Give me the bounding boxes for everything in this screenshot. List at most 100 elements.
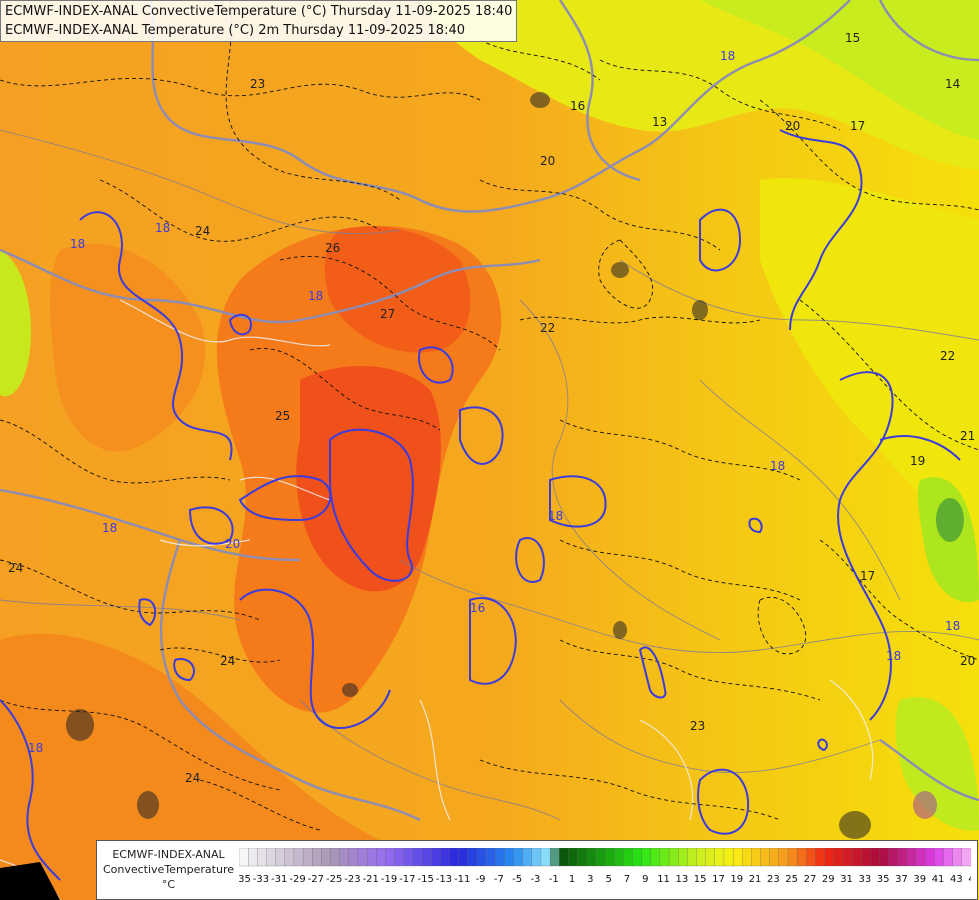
legend-swatch [961,848,971,867]
legend-swatch [312,848,322,867]
legend-swatch [376,848,386,867]
legend-swatch [394,848,405,867]
legend-tick-label: -21 [363,874,379,885]
contour-label: 22 [940,349,955,363]
legend-tick-label: 43 [950,874,963,885]
legend-swatch [476,848,487,867]
legend-swatch [549,848,560,867]
legend-swatch [934,848,945,867]
legend-variable: ConvectiveTemperature [102,863,235,876]
legend-swatch [659,848,670,867]
contour-label-blue: 18 [155,221,170,235]
legend-swatch [485,848,496,867]
legend-tick-label: 27 [804,874,817,885]
legend-swatch [613,848,624,867]
title-convective-temperature: ECMWF-INDEX-ANAL ConvectiveTemperature (… [5,4,513,19]
orange-west [50,243,206,452]
legend-swatch [787,848,798,867]
legend-swatch [623,848,633,867]
legend-swatch [687,848,697,867]
contour-label: 20 [960,654,975,668]
contour-label: 24 [185,771,200,785]
legend-tick-label: -23 [344,874,360,885]
legend-swatch [595,848,606,867]
legend-swatch [870,848,880,867]
contour-label-blue: 18 [308,289,323,303]
contour-label-blue: 18 [548,509,563,523]
orange-southwest [0,633,380,900]
legend-swatch [797,848,807,867]
legend-swatch [751,848,762,867]
legend-swatch [906,848,917,867]
legend-swatch [284,848,295,867]
green-patch-west [0,250,31,397]
legend-swatch [943,848,954,867]
contour-label-blue: 18 [770,459,785,473]
legend-swatch [824,848,835,867]
legend-unit: °C [161,878,176,891]
legend-tick-label: 41 [932,874,945,885]
legend-swatch [925,848,935,867]
contour-label: 13 [652,115,667,129]
legend-swatch [778,848,789,867]
legend-tick-label: -19 [381,874,397,885]
legend-swatch [842,848,853,867]
legend-tick-label: -33 [253,874,269,885]
legend-tick-label: -27 [308,874,324,885]
legend-swatch [815,848,826,867]
legend-swatch [421,848,432,867]
legend-tick-label: 7 [624,874,630,885]
legend-tick-label: -3 [530,874,540,885]
contour-label-blue: 20 [225,537,240,551]
contour-label: 14 [945,77,960,91]
legend-swatch [467,848,478,867]
contour-label: 23 [690,719,705,733]
contour-label: 17 [860,569,875,583]
country-borders [0,0,979,822]
contour-label: 26 [325,241,340,255]
legend-tick-label: 15 [694,874,707,885]
contour-label: 24 [8,561,23,575]
contour-label-blue: 18 [102,521,117,535]
legend-tick-label: -15 [417,874,433,885]
contour-label: 17 [850,119,865,133]
legend-swatch [430,848,441,867]
map-title-box: ECMWF-INDEX-ANAL ConvectiveTemperature (… [0,0,518,42]
legend-tick-label: -11 [454,874,470,885]
contour-label-blue: 16 [470,601,485,615]
legend-swatch [247,848,258,867]
legend-swatch [366,848,377,867]
legend-swatch [632,848,643,867]
legend-swatch [522,848,533,867]
legend-swatch [586,848,597,867]
legend-tick-label: -17 [399,874,415,885]
legend-swatch [357,848,368,867]
legend-swatch [531,848,542,867]
legend-tick-label: -1 [549,874,559,885]
legend-tick-label: 35 [877,874,890,885]
legend-tick-label: -31 [271,874,287,885]
legend-swatch [833,848,844,867]
temperature-contours [0,0,979,831]
legend-swatch [266,848,277,867]
legend-tick-label: 19 [730,874,743,885]
legend-source: ECMWF-INDEX-ANAL [112,848,225,861]
region-borders [0,129,979,821]
legend-tick-label: 9 [642,874,648,885]
legend-tick-label: 11 [657,874,670,885]
legend-tick-label: 17 [712,874,725,885]
legend-swatch [540,848,551,867]
legend-tick-label: -5 [512,874,522,885]
legend-swatch [851,848,862,867]
legend-tick-label: -29 [289,874,305,885]
contour-label: 19 [910,454,925,468]
legend-tick-label: 13 [675,874,688,885]
legend-swatch [650,848,661,867]
contour-label: 20 [785,119,800,133]
legend-swatch [952,848,963,867]
legend-swatch [723,848,734,867]
legend-swatch [604,848,615,867]
legend-swatch [293,848,304,867]
legend-tick-label: 1 [569,874,575,885]
legend-swatch [897,848,908,867]
